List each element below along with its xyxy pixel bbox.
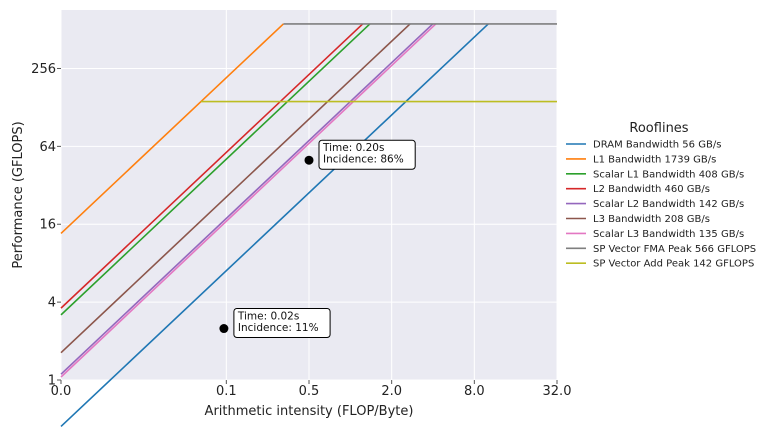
legend-label: SP Vector FMA Peak 566 GFLOPS (593, 244, 756, 255)
data-point (219, 324, 229, 334)
roofline-2 (60, 23, 371, 316)
x-tick-label: 0.5 (299, 384, 320, 399)
roofline-3 (60, 23, 364, 309)
y-tick-label: 16 (39, 218, 56, 233)
annotation-box (233, 308, 331, 339)
legend-item: DRAM Bandwidth 56 GB/s (566, 140, 721, 151)
legend: DRAM Bandwidth 56 GB/s L1 Bandwidth 1739 … (566, 140, 756, 270)
roofline-lines (60, 23, 557, 428)
data-point (304, 155, 314, 165)
legend-label: SP Vector Add Peak 142 GFLOPS (593, 259, 754, 270)
legend-item: Scalar L1 Bandwidth 408 GB/s (566, 169, 744, 180)
legend-item: Scalar L2 Bandwidth 142 GB/s (566, 199, 744, 210)
x-tick-label: 0.0 (51, 384, 72, 399)
annotation-text: Time: 0.20s (322, 142, 384, 154)
roofline-1 (60, 23, 284, 235)
roofline-0 (60, 23, 489, 428)
legend-label: Scalar L2 Bandwidth 142 GB/s (593, 199, 744, 210)
y-axis-ticks: 1 4 16 64 256 (31, 62, 61, 389)
roofline-4 (60, 23, 434, 375)
legend-label: Scalar L3 Bandwidth 135 GB/s (593, 229, 744, 240)
x-tick-label: 0.1 (216, 384, 237, 399)
legend-item: L3 Bandwidth 208 GB/s (566, 214, 710, 225)
grid (60, 10, 558, 381)
y-tick-label: 64 (39, 140, 56, 155)
y-tick-label: 4 (48, 296, 56, 311)
x-tick-label: 8.0 (464, 384, 485, 399)
legend-label: DRAM Bandwidth 56 GB/s (593, 140, 721, 151)
x-tick-label: 2.0 (381, 384, 402, 399)
annotation-text: Incidence: 86% (323, 154, 404, 166)
legend-title: Rooflines (629, 121, 688, 136)
annotation-text: Incidence: 11% (238, 322, 319, 334)
legend-label: L3 Bandwidth 208 GB/s (593, 214, 710, 225)
legend-item: Scalar L3 Bandwidth 135 GB/s (566, 229, 744, 240)
legend-item: L2 Bandwidth 460 GB/s (566, 184, 710, 195)
legend-label: Scalar L1 Bandwidth 408 GB/s (593, 169, 744, 180)
x-tick-label: 32.0 (543, 384, 572, 399)
y-axis-label: Performance (GFLOPS) (11, 121, 26, 268)
legend-item: SP Vector Add Peak 142 GFLOPS (566, 259, 754, 270)
y-tick-label: 256 (31, 62, 56, 77)
roofline-5 (60, 23, 411, 354)
roofline-6 (60, 23, 437, 378)
legend-label: L2 Bandwidth 460 GB/s (593, 184, 710, 195)
x-axis-ticks: 0.0 0.1 0.5 2.0 8.0 32.0 (51, 380, 572, 399)
y-tick-label: 1 (48, 374, 56, 389)
legend-item: L1 Bandwidth 1739 GB/s (566, 154, 716, 165)
annotation-text: Time: 0.02s (237, 311, 299, 323)
x-axis-label: Arithmetic intensity (FLOP/Byte) (205, 404, 414, 419)
legend-item: SP Vector FMA Peak 566 GFLOPS (566, 244, 756, 255)
annotation-box (318, 139, 416, 170)
legend-label: L1 Bandwidth 1739 GB/s (593, 154, 716, 165)
